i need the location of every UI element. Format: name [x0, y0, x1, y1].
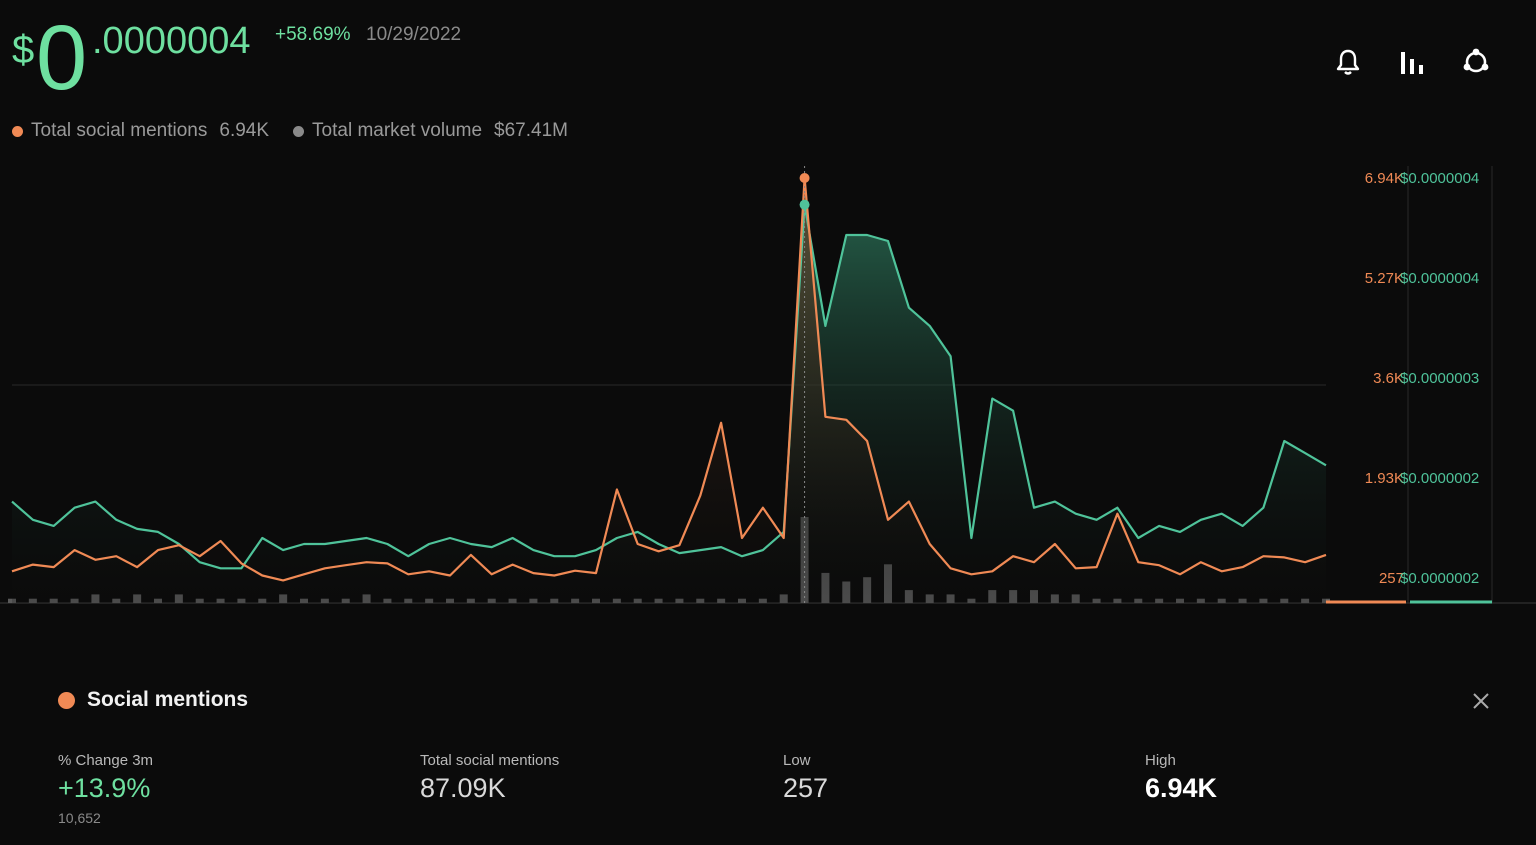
social-peak-point: [799, 173, 810, 183]
price-date: 10/29/2022: [366, 24, 462, 45]
stat-label: % Change 3m: [58, 752, 154, 769]
stat-change-3m: % Change 3m +13.9% 10,652: [58, 752, 153, 826]
stat-total-mentions: Total social mentions 87.09K: [420, 752, 559, 804]
panel-title-text: Social mentions: [87, 688, 249, 711]
mentions-tick-label: 1.93K: [1365, 470, 1404, 487]
social-mentions-line: [11, 176, 1327, 582]
price-tick-label: $0.0000003: [1400, 370, 1479, 387]
stat-low: Low 257: [783, 752, 828, 804]
legend-label: Total market volume: [312, 120, 483, 141]
stat-label: Low: [783, 752, 811, 769]
stat-value: 6.94K: [1145, 773, 1218, 803]
chart-toolbar: [1330, 44, 1494, 80]
price-peak-point: [799, 199, 810, 210]
price-social-chart[interactable]: 6.94K 5.27K 3.6K 1.93K 257 $0.0000004 $0.00000…: [0, 160, 1536, 620]
stat-value: +13.9%: [58, 773, 151, 803]
price-decimal: .0000004: [92, 20, 251, 62]
price-line: [11, 203, 1327, 570]
legend-value: $67.41M: [494, 120, 568, 141]
price-tick-label: $0.0000002: [1400, 470, 1479, 487]
mentions-tick-label: 257: [1379, 570, 1404, 587]
price-currency: $: [12, 28, 35, 72]
price-tick-label: $0.0000002: [1400, 570, 1479, 587]
stat-value: 257: [783, 773, 829, 803]
stat-label: Total social mentions: [420, 752, 560, 769]
price-integer: 0: [36, 7, 88, 109]
bell-icon[interactable]: [1330, 44, 1366, 80]
legend-item-market-volume[interactable]: Total market volume $67.41M: [293, 120, 568, 142]
stat-label: High: [1145, 752, 1176, 769]
legend-label: Total social mentions: [31, 120, 208, 141]
stat-high: High 6.94K: [1145, 752, 1217, 804]
mentions-tick-label: 5.27K: [1365, 270, 1404, 287]
social-dot-icon: [58, 691, 75, 709]
panel-title: Social mentions: [58, 688, 248, 712]
legend-value: 6.94K: [219, 120, 270, 141]
stat-value: 87.09K: [420, 773, 506, 803]
chart-legend: Total social mentions 6.94K Total market…: [12, 120, 568, 142]
price-change-badge: +58.69%: [275, 24, 351, 45]
legend-dot-icon: [12, 125, 23, 137]
legend-item-social-mentions[interactable]: Total social mentions 6.94K: [12, 120, 269, 142]
price-tick-label: $0.0000004: [1400, 270, 1479, 287]
price-tick-label: $0.0000004: [1400, 170, 1479, 187]
bar-chart-icon[interactable]: [1394, 44, 1430, 80]
legend-dot-icon: [293, 125, 305, 137]
stat-sub: 10,652: [58, 810, 101, 826]
mentions-tick-label: 3.6K: [1373, 370, 1404, 387]
price-area: [12, 204, 1326, 603]
close-icon[interactable]: [1466, 686, 1496, 716]
share-icon[interactable]: [1458, 44, 1494, 80]
mentions-tick-label: 6.94K: [1365, 170, 1404, 187]
